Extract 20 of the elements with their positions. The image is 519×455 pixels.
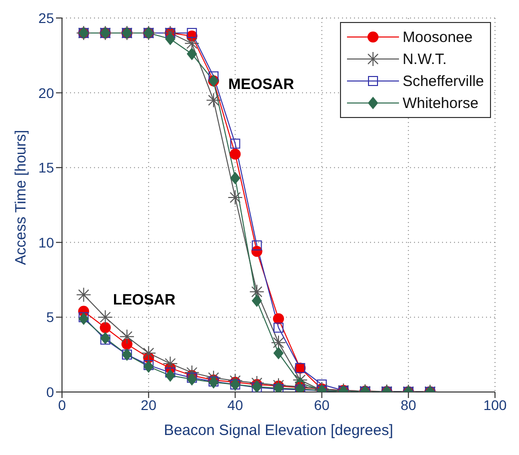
x-tick-label: 80 (400, 396, 416, 413)
x-tick-label: 40 (227, 396, 244, 413)
x-tick-label: 100 (483, 396, 507, 413)
x-axis-title: Beacon Signal Elevation [degrees] (164, 422, 394, 439)
legend-label: Moosonee (402, 28, 473, 46)
y-tick-label: 0 (46, 384, 54, 400)
annotation: MEOSAR (228, 76, 294, 94)
y-axis-title: Access Time [hours] (12, 130, 30, 265)
x-tick-label: 60 (314, 396, 330, 413)
x-tick-label: 20 (140, 396, 157, 413)
annotation: LEOSAR (113, 292, 176, 309)
x-tick-label: 0 (58, 396, 66, 413)
y-tick-label: 25 (38, 10, 54, 26)
y-tick-label: 20 (38, 84, 54, 101)
y-tick-label: 5 (46, 309, 54, 326)
legend-label: N.W.T. (402, 50, 447, 68)
y-tick-label: 10 (38, 234, 54, 250)
legend-label: Schefferville (402, 72, 484, 90)
y-tick-label: 15 (38, 160, 54, 176)
legend-label: Whitehorse (402, 94, 478, 112)
